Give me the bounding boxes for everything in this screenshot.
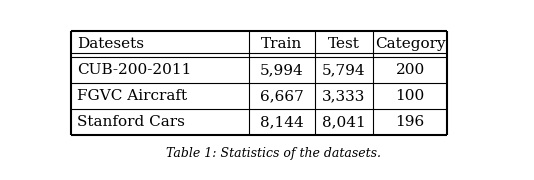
Text: FGVC Aircraft: FGVC Aircraft (77, 89, 187, 103)
Text: 6,667: 6,667 (260, 89, 304, 103)
Text: 3,333: 3,333 (323, 89, 366, 103)
Text: 8,144: 8,144 (260, 115, 304, 129)
Text: Train: Train (261, 37, 303, 51)
Text: 196: 196 (396, 115, 425, 129)
Text: 5,994: 5,994 (260, 63, 304, 77)
Text: Test: Test (328, 37, 360, 51)
Text: Datesets: Datesets (77, 37, 144, 51)
Text: Table 1: Statistics of the datasets.: Table 1: Statistics of the datasets. (166, 147, 381, 160)
Text: Category: Category (375, 37, 445, 51)
Text: CUB-200-2011: CUB-200-2011 (77, 63, 192, 77)
Text: 200: 200 (396, 63, 425, 77)
Text: 5,794: 5,794 (322, 63, 366, 77)
Text: 8,041: 8,041 (322, 115, 366, 129)
Text: 100: 100 (396, 89, 425, 103)
Text: Stanford Cars: Stanford Cars (77, 115, 185, 129)
